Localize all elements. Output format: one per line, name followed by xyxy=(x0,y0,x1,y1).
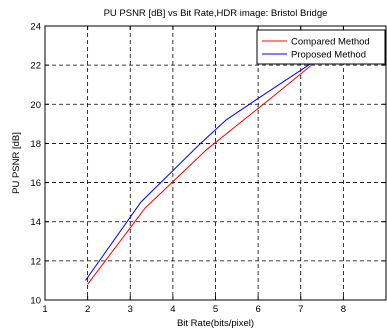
x-axis-ticks: 1 2 3 4 5 6 7 8 xyxy=(42,26,346,315)
x-tick-label: 6 xyxy=(255,304,260,315)
grid xyxy=(45,26,386,300)
y-tick-label: 10 xyxy=(30,296,41,307)
x-tick-label: 3 xyxy=(128,304,133,315)
x-tick-label: 2 xyxy=(85,304,90,315)
chart-title: PU PSNR [dB] vs Bit Rate,HDR image: Bris… xyxy=(104,8,328,19)
y-tick-label: 20 xyxy=(30,100,41,111)
legend-box xyxy=(256,29,386,65)
series-lines xyxy=(85,49,331,285)
y-tick-label: 12 xyxy=(30,256,41,267)
x-tick-label: 1 xyxy=(42,304,47,315)
legend-label: Proposed Method xyxy=(291,50,366,61)
y-axis-ticks: 10 12 14 16 18 20 22 24 xyxy=(30,22,386,307)
series-line-compared-method xyxy=(87,49,331,285)
x-tick-label: 8 xyxy=(341,304,346,315)
y-tick-label: 24 xyxy=(30,22,41,33)
x-tick-label: 5 xyxy=(213,304,218,315)
x-tick-label: 7 xyxy=(298,304,303,315)
y-axis-label: PU PSNR [dB] xyxy=(11,132,22,194)
y-tick-label: 14 xyxy=(30,217,41,228)
series-line-proposed-method xyxy=(85,52,327,281)
legend: Compared Method Proposed Method xyxy=(256,29,386,65)
y-tick-label: 22 xyxy=(30,61,41,72)
y-tick-label: 16 xyxy=(30,178,41,189)
x-axis-label: Bit Rate(bits/pixel) xyxy=(177,318,254,329)
legend-label: Compared Method xyxy=(291,37,370,48)
y-tick-label: 18 xyxy=(30,139,41,150)
x-tick-label: 4 xyxy=(170,304,175,315)
